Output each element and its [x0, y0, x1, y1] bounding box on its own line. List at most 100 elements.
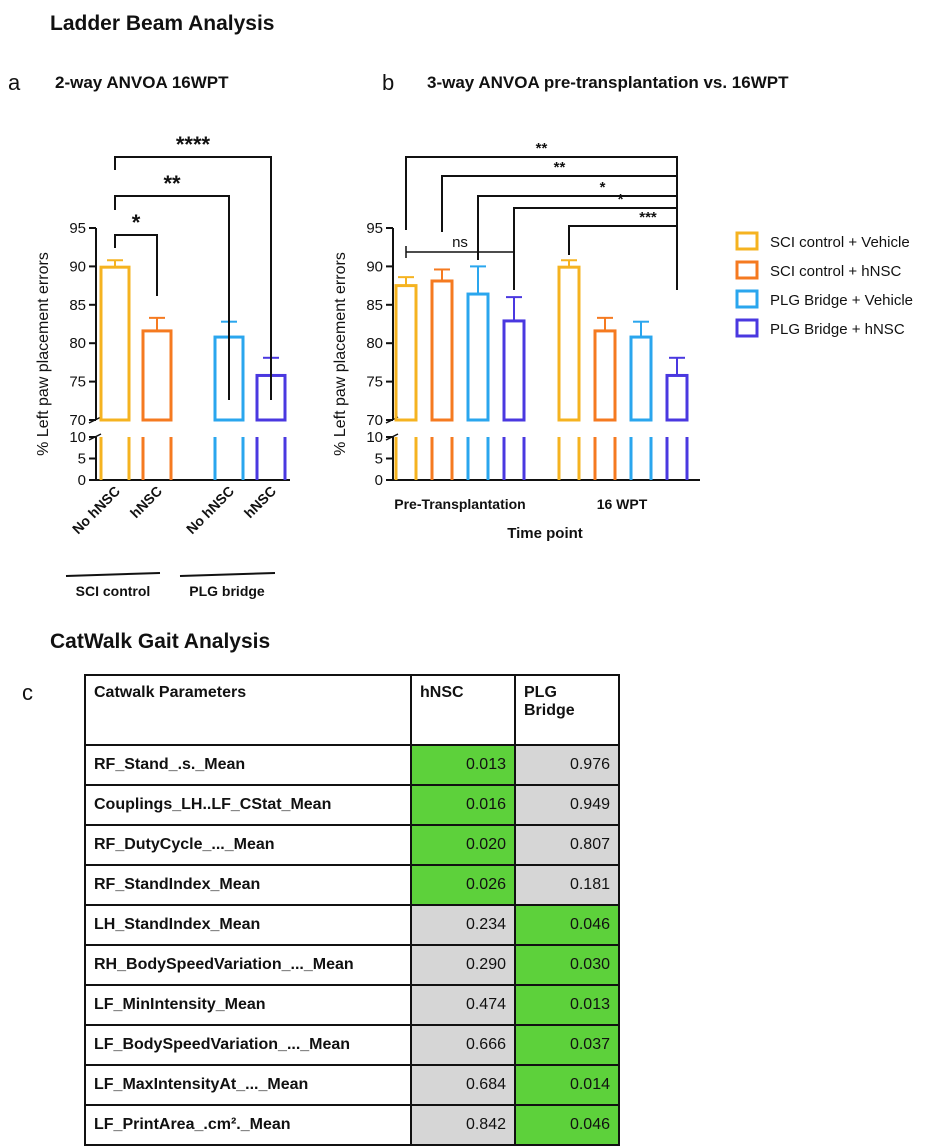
panel-a-title: 2-way ANVOA 16WPT: [55, 73, 229, 92]
panel-b-letter: b: [382, 70, 395, 95]
table-cell-hnsc: 0.234: [410, 904, 516, 946]
panel-a-letter: a: [8, 70, 21, 95]
chart-a-y-tick-label: 80: [69, 335, 86, 352]
catwalk-title: CatWalk Gait Analysis: [50, 630, 271, 653]
chart-b-bar-1-1: [593, 329, 617, 422]
table-cell-param: LF_PrintArea_.cm²._Mean: [84, 1104, 412, 1146]
table-cell-plg: 0.046: [514, 1104, 620, 1146]
legend-label: PLG Bridge + hNSC: [770, 321, 905, 338]
chart-b-bar-1-2: [629, 335, 653, 422]
legend-swatch: [735, 289, 759, 309]
chart-a-group-label: SCI control: [76, 583, 151, 599]
table-row: RF_StandIndex_Mean 0.026 0.181: [84, 864, 620, 906]
table-cell-plg: 0.030: [514, 944, 620, 986]
ladder-beam-charts: 70 75 80 85 90 95 0 5 10 % Left paw placement err…: [35, 132, 913, 599]
chart-b-significance-label: ***: [639, 209, 657, 226]
chart-a-x-tick-label: No hNSC: [183, 483, 237, 537]
table-cell-param: LH_StandIndex_Mean: [84, 904, 412, 946]
table-cell-plg: 0.013: [514, 984, 620, 1026]
table-row: RF_DutyCycle_..._Mean 0.020 0.807: [84, 824, 620, 866]
chart-a-y-axis-label: % Left paw placement errors: [35, 252, 52, 456]
table-cell-param: Couplings_LH..LF_CStat_Mean: [84, 784, 412, 826]
chart-a-significance-bracket: [114, 156, 272, 400]
table-cell-hnsc: 0.016: [410, 784, 516, 826]
chart-a-x-tick-label: No hNSC: [69, 483, 123, 537]
legend-swatch: [735, 260, 759, 280]
table-cell-plg: 0.181: [514, 864, 620, 906]
table-cell-param: RF_Stand_.s._Mean: [84, 744, 412, 786]
chart-b-bar-0-1: [430, 279, 454, 422]
table-cell-param: RF_DutyCycle_..._Mean: [84, 824, 412, 866]
table-cell-param: LF_BodySpeedVariation_..._Mean: [84, 1024, 412, 1066]
chart-a-y-tick-label: 75: [69, 374, 86, 391]
table-cell-plg: 0.976: [514, 744, 620, 786]
chart-b-y-tick-label: 10: [366, 429, 383, 446]
chart-a-bar-1: [141, 329, 173, 422]
chart-b-significance-bracket: [568, 225, 678, 290]
table-cell-plg: 0.949: [514, 784, 620, 826]
chart-b-ns-label: ns: [452, 234, 468, 251]
table-header-row: Catwalk Parameters hNSC PLG Bridge: [84, 674, 620, 746]
table-cell-hnsc: 0.013: [410, 744, 516, 786]
chart-a-axis-break: [88, 416, 102, 424]
chart-b-bar-1-3: [665, 373, 689, 422]
chart-b-significance-label: **: [554, 159, 566, 176]
table-row: LH_StandIndex_Mean 0.234 0.046: [84, 904, 620, 946]
ladder-beam-title: Ladder Beam Analysis: [50, 12, 275, 35]
table-cell-param: LF_MinIntensity_Mean: [84, 984, 412, 1026]
chart-a-y-tick-label: 90: [69, 258, 86, 275]
table-cell-plg: 0.014: [514, 1064, 620, 1106]
chart-b-y-tick-label: 80: [366, 335, 383, 352]
legend-swatch: [735, 231, 759, 251]
chart-b-y-axis-label: % Left paw placement errors: [332, 252, 349, 456]
chart-a-y-tick-label: 10: [69, 429, 86, 446]
legend-label: SCI control + Vehicle: [770, 234, 910, 251]
chart-b-x-tick-label: Pre-Transplantation: [394, 496, 525, 512]
table-cell-plg: 0.046: [514, 904, 620, 946]
table-cell-hnsc: 0.290: [410, 944, 516, 986]
panel-b-title: 3-way ANVOA pre-transplantation vs. 16WP…: [427, 73, 789, 92]
legend-label: SCI control + hNSC: [770, 263, 901, 280]
chart-a-significance-bracket: [114, 234, 158, 296]
chart-b-significance-label: **: [536, 140, 548, 157]
chart-a-group-line: [65, 572, 161, 577]
table-row: RH_BodySpeedVariation_..._Mean 0.290 0.030: [84, 944, 620, 986]
table-cell-param: RF_StandIndex_Mean: [84, 864, 412, 906]
chart-b-y-tick-label: 90: [366, 258, 383, 275]
chart-b-significance-label: *: [618, 191, 624, 208]
table-row: RF_Stand_.s._Mean 0.013 0.976: [84, 744, 620, 786]
table-cell-hnsc: 0.842: [410, 1104, 516, 1146]
chart-a-y-tick-label: 95: [69, 220, 86, 237]
chart-b-y-tick-label: 95: [366, 220, 383, 237]
table-row: LF_MinIntensity_Mean 0.474 0.013: [84, 984, 620, 1026]
header-plg: PLG Bridge: [514, 674, 620, 746]
table-cell-param: RH_BodySpeedVariation_..._Mean: [84, 944, 412, 986]
chart-b-bar-0-0: [394, 284, 418, 422]
chart-a-bar-0: [99, 265, 131, 422]
legend-swatch: [735, 318, 759, 338]
chart-a-y-tick-label: 70: [69, 412, 86, 429]
chart-a-significance-label: ****: [176, 132, 211, 157]
legend-label: PLG Bridge + Vehicle: [770, 292, 913, 309]
chart-b-y-tick-label: 75: [366, 374, 383, 391]
chart-a-y-tick-label: 85: [69, 297, 86, 314]
table-cell-hnsc: 0.666: [410, 1024, 516, 1066]
chart-b-y-tick-label: 70: [366, 412, 383, 429]
catwalk-table: Catwalk Parameters hNSC PLG Bridge RF_Sta…: [84, 674, 620, 1146]
chart-a-x-tick-label: hNSC: [241, 483, 279, 521]
chart-b-significance-label: *: [600, 179, 606, 196]
chart-a-axis-break: [88, 433, 102, 441]
chart-a-y-tick-label: 0: [78, 472, 86, 489]
chart-b-bar-0-3: [502, 319, 526, 422]
table-cell-plg: 0.037: [514, 1024, 620, 1066]
table-cell-hnsc: 0.020: [410, 824, 516, 866]
chart-a-group-label: PLG bridge: [189, 583, 265, 599]
panel-c-letter: c: [22, 680, 33, 705]
table-cell-hnsc: 0.684: [410, 1064, 516, 1106]
chart-b-bar-0-2: [466, 292, 490, 422]
table-cell-plg: 0.807: [514, 824, 620, 866]
chart-b-y-tick-label: 5: [375, 451, 383, 468]
header-param: Catwalk Parameters: [84, 674, 412, 746]
chart-a-group-line: [179, 572, 276, 577]
chart-b-y-tick-label: 85: [366, 297, 383, 314]
